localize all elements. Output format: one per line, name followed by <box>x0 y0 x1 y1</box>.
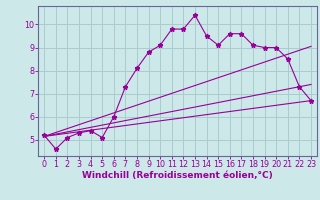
X-axis label: Windchill (Refroidissement éolien,°C): Windchill (Refroidissement éolien,°C) <box>82 171 273 180</box>
